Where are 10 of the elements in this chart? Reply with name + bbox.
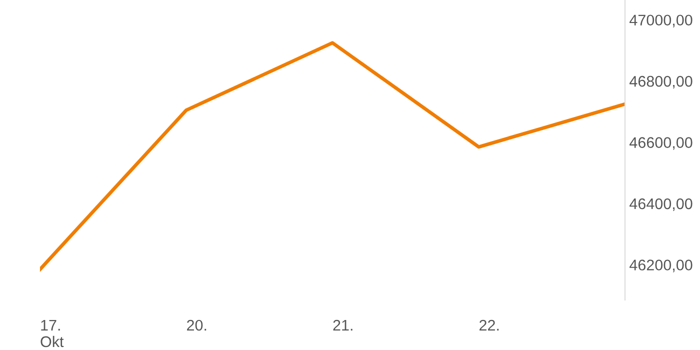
y-tick-label: 46800,00 <box>630 76 692 89</box>
y-tick-label: 47000,00 <box>630 14 692 28</box>
x-tick-label: 20. <box>187 320 206 331</box>
y-tick-label: 46200,00 <box>630 260 692 272</box>
x-tick-label: 22. <box>480 320 499 331</box>
y-tick-label: 46400,00 <box>630 198 692 212</box>
x-tick-label: 17. Okt <box>40 320 64 348</box>
x-tick-label: 21. <box>333 320 352 331</box>
y-tick-label: 46600,00 <box>630 137 692 150</box>
line-series <box>40 41 625 272</box>
